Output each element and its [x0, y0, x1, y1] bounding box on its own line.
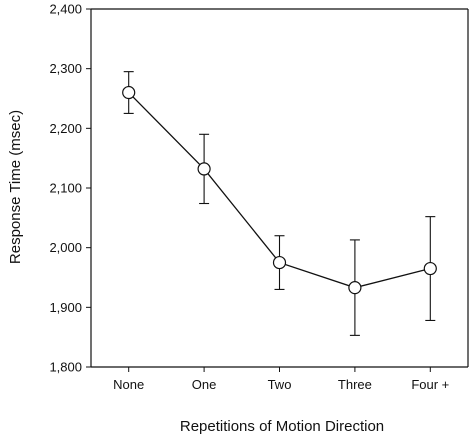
y-tick-label: 2,400 — [49, 2, 82, 17]
x-tick-label: Four + — [411, 377, 449, 392]
x-tick-label: Two — [268, 377, 292, 392]
axes — [90, 8, 469, 368]
y-tick-label: 2,100 — [49, 181, 82, 196]
x-tick-label: One — [192, 377, 217, 392]
data-point — [197, 162, 211, 176]
data-point — [423, 261, 437, 276]
y-tick-label: 1,900 — [49, 300, 82, 315]
x-tick-label: None — [113, 377, 144, 392]
x-axis-ticks: None One Two Three Four + — [113, 367, 449, 392]
y-tick-label: 2,200 — [49, 121, 82, 136]
y-axis-ticks: 1,800 1,900 2,000 2,100 2,200 2,300 2,400 — [49, 2, 91, 375]
error-bars — [123, 71, 436, 336]
x-tick-label: Three — [338, 377, 372, 392]
data-point — [122, 85, 136, 100]
data-points — [122, 85, 437, 295]
x-axis-label: Repetitions of Motion Direction — [180, 418, 384, 435]
y-tick-label: 2,300 — [49, 61, 82, 76]
data-point — [272, 255, 287, 270]
y-tick-label: 1,800 — [49, 360, 82, 375]
y-axis-label: Response Time (msec) — [7, 110, 24, 264]
data-point — [348, 281, 362, 295]
y-tick-label: 2,000 — [49, 240, 82, 255]
